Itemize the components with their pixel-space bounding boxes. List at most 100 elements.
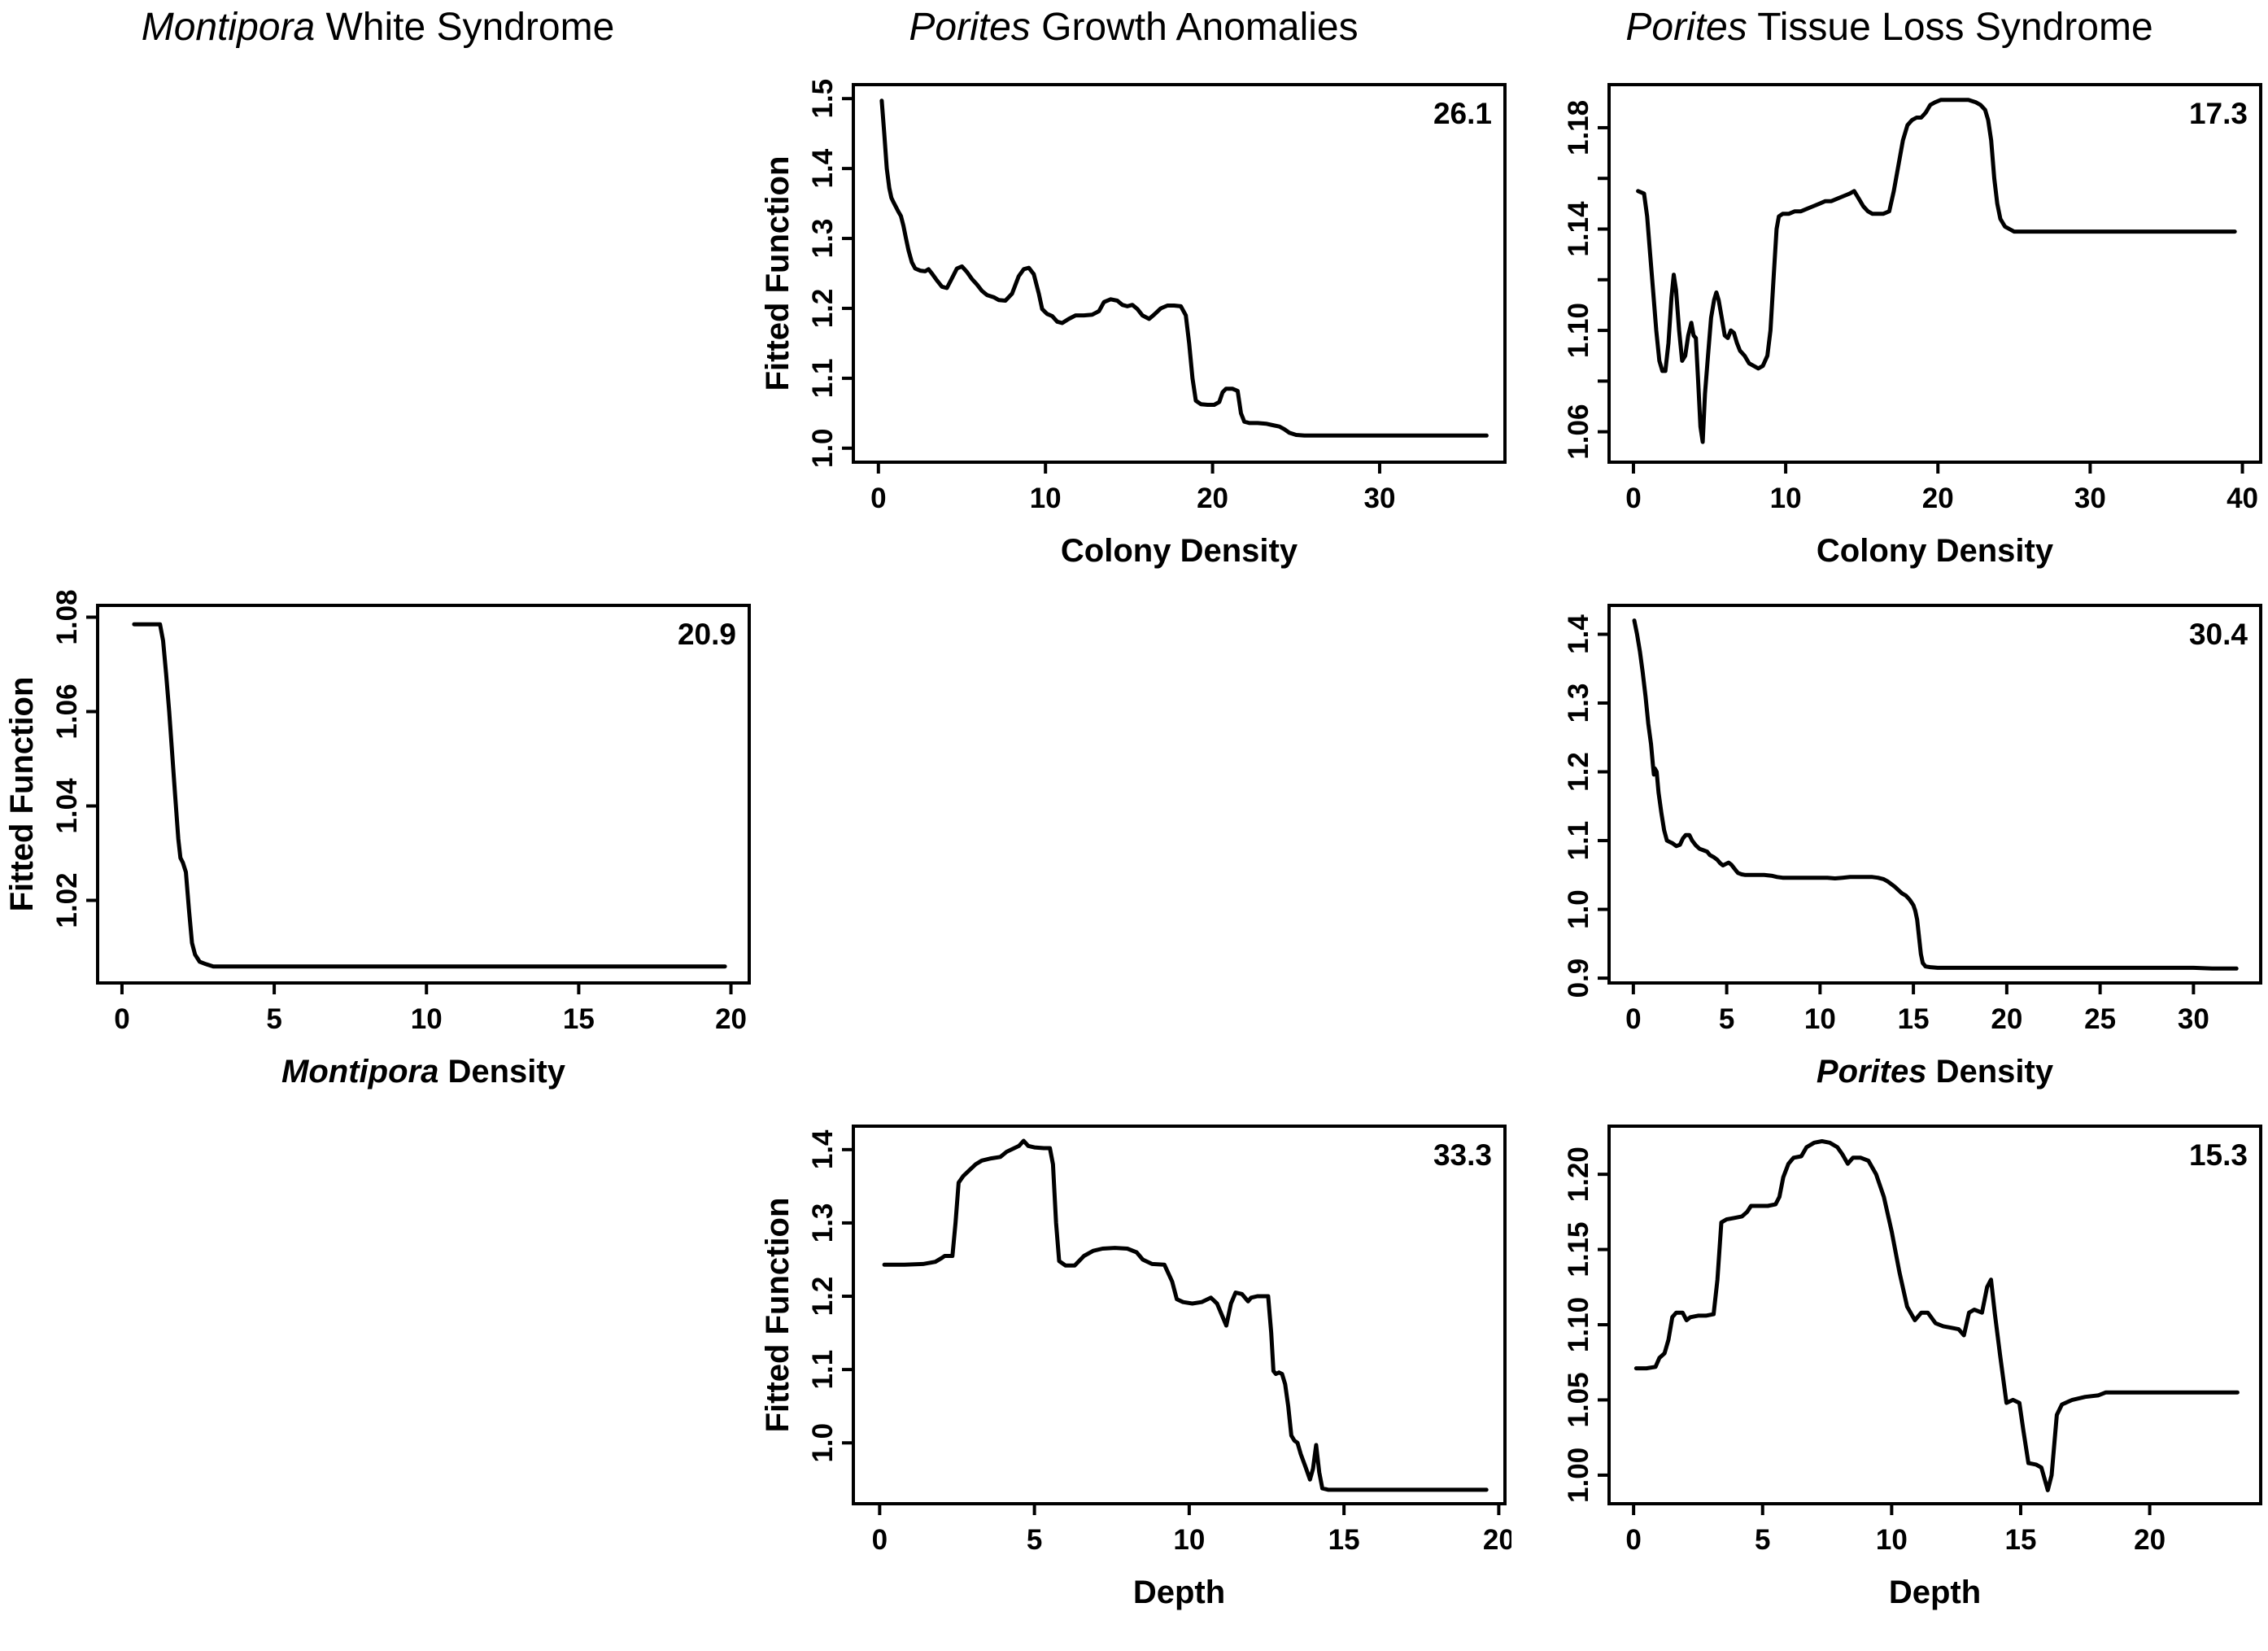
plot-box (1607, 83, 2262, 464)
x-tick-label: 30 (2074, 483, 2106, 514)
y-tick-label: 1.05 (1563, 1372, 1594, 1427)
x-axis-title: Colony Density (1817, 533, 2054, 569)
x-tick-label: 30 (1363, 483, 1395, 514)
y-tick-label: 1.1 (807, 1350, 839, 1390)
x-tick-label: 20 (1991, 1003, 2022, 1035)
corner-value-label: 33.3 (1433, 1138, 1492, 1172)
y-tick-label: 1.20 (1563, 1147, 1594, 1202)
x-tick-label: 30 (2178, 1003, 2209, 1035)
y-axis-title: Fitted Function (760, 1198, 796, 1433)
y-tick-label: 1.06 (51, 684, 83, 739)
plot-box (852, 1125, 1507, 1505)
fitted-function-curve (1636, 98, 2237, 444)
x-tick-label: 10 (1030, 483, 1062, 514)
x-tick-label: 10 (1770, 483, 1802, 514)
x-axis-title: Depth (1889, 1575, 1981, 1610)
x-tick-label: 15 (2005, 1524, 2037, 1556)
y-tick-label: 1.1 (807, 359, 839, 399)
corner-value-label: 17.3 (2189, 97, 2248, 130)
corner-value-label: 20.9 (678, 618, 736, 651)
y-tick-label: 1.3 (807, 219, 839, 259)
x-tick-label: 10 (1876, 1524, 1908, 1556)
fitted-function-curve (132, 622, 727, 969)
x-tick-label: 0 (114, 1003, 129, 1035)
y-tick-label: 1.18 (1563, 100, 1594, 155)
y-tick-label: 1.10 (1563, 1297, 1594, 1352)
fitted-function-curve (1632, 618, 2239, 971)
y-tick-label: 1.14 (1563, 201, 1594, 257)
corner-value-label: 15.3 (2189, 1138, 2248, 1172)
column-title-genus: Montipora (141, 6, 316, 49)
x-tick-label: 0 (870, 483, 886, 514)
x-axis-title: Montipora Density (281, 1054, 566, 1090)
column-title-genus: Porites (909, 6, 1031, 49)
y-tick-label: 1.1 (1563, 821, 1594, 861)
y-tick-label: 1.4 (807, 1129, 839, 1169)
x-tick-label: 20 (1922, 483, 1954, 514)
fitted-function-curve (879, 98, 1489, 438)
x-tick-label: 25 (2084, 1003, 2116, 1035)
y-tick-label: 1.4 (1563, 614, 1594, 654)
x-tick-label: 5 (1027, 1524, 1042, 1556)
x-tick-label: 20 (1197, 483, 1228, 514)
x-tick-label: 10 (1804, 1003, 1836, 1035)
y-tick-label: 1.04 (51, 778, 83, 834)
y-tick-label: 0.9 (1563, 959, 1594, 998)
panel-porites-ga-colony-density: 0 10 20 30 1.0 1.1 1.2 1.3 1.4 1.5 Colony Density F… (756, 65, 1511, 605)
x-tick-label: 10 (1173, 1524, 1205, 1556)
column-title-genus: Porites (1625, 6, 1747, 49)
x-axis-title: Colony Density (1061, 533, 1298, 569)
x-tick-label: 15 (563, 1003, 595, 1035)
chart-porites-tls-depth: 0 5 10 15 20 1.00 1.05 1.10 1.15 1.20 Depth 15.3 (1563, 1125, 2262, 1610)
x-axis-title: Depth (1133, 1575, 1225, 1610)
fitted-function-curve (882, 1138, 1489, 1492)
y-tick-label: 1.0 (1563, 889, 1594, 929)
panel-porites-tls-porites-density: 0 5 10 15 20 25 30 0.9 1.0 1.1 1.2 1.3 1.4 Porites De… (1511, 586, 2267, 1126)
x-tick-label: 15 (1328, 1524, 1360, 1556)
panel-montipora-ws-montipora-density: 0 5 10 15 20 1.02 1.04 1.06 1.08 Montipora Densit… (0, 586, 756, 1126)
y-tick-label: 1.3 (1563, 684, 1594, 723)
x-tick-label: 20 (1483, 1524, 1511, 1556)
x-tick-label: 5 (1719, 1003, 1734, 1035)
y-tick-label: 1.2 (807, 289, 839, 329)
panel-porites-tls-depth: 0 5 10 15 20 1.00 1.05 1.10 1.15 1.20 Depth 15.3 (1511, 1107, 2267, 1647)
y-tick-label: 1.2 (807, 1277, 839, 1317)
y-tick-label: 1.0 (807, 428, 839, 468)
y-tick-label: 1.15 (1563, 1222, 1594, 1278)
x-tick-label: 0 (1625, 1524, 1641, 1556)
x-tick-label: 5 (266, 1003, 281, 1035)
x-tick-label: 5 (1755, 1524, 1770, 1556)
y-tick-label: 1.02 (51, 872, 83, 928)
x-tick-label: 0 (1625, 483, 1641, 514)
chart-porites-ga-colony-density: 0 10 20 30 1.0 1.1 1.2 1.3 1.4 1.5 Colony Density F… (760, 79, 1507, 569)
y-tick-label: 1.0 (807, 1423, 839, 1463)
y-tick-label: 1.08 (51, 589, 83, 644)
column-title-rest: White Syndrome (315, 6, 615, 49)
x-tick-label: 10 (411, 1003, 443, 1035)
y-tick-label: 1.5 (807, 79, 839, 119)
fitted-function-curve (1633, 1139, 2240, 1492)
chart-montipora-ws-montipora-density: 0 5 10 15 20 1.02 1.04 1.06 1.08 Montipora Densit… (4, 589, 751, 1090)
plot-box (96, 604, 751, 985)
chart-porites-tls-colony-density: 0 10 20 30 40 1.06 1.10 1.14 1.18 Colony Density 1… (1563, 83, 2262, 569)
column-title-montipora-white-syndrome: Montipora White Syndrome (0, 5, 756, 50)
y-tick-label: 1.10 (1563, 303, 1594, 358)
plot-box (852, 83, 1507, 464)
x-tick-label: 20 (2134, 1524, 2166, 1556)
x-tick-label: 40 (2227, 483, 2258, 514)
y-tick-label: 1.2 (1563, 752, 1594, 792)
corner-value-label: 30.4 (2189, 618, 2248, 651)
y-tick-label: 1.00 (1563, 1448, 1594, 1503)
plot-box (1607, 1125, 2262, 1505)
x-tick-label: 15 (1898, 1003, 1930, 1035)
column-title-porites-tissue-loss-syndrome: Porites Tissue Loss Syndrome (1511, 5, 2267, 50)
column-title-porites-growth-anomalies: Porites Growth Anomalies (756, 5, 1511, 50)
y-axis-title: Fitted Function (760, 156, 796, 391)
chart-porites-tls-porites-density: 0 5 10 15 20 25 30 0.9 1.0 1.1 1.2 1.3 1.4 Porites De… (1563, 604, 2262, 1090)
column-title-rest: Growth Anomalies (1030, 6, 1359, 49)
y-tick-label: 1.06 (1563, 404, 1594, 460)
panel-porites-tls-colony-density: 0 10 20 30 40 1.06 1.10 1.14 1.18 Colony Density 1… (1511, 65, 2267, 605)
y-axis-title: Fitted Function (4, 677, 40, 912)
y-tick-label: 1.4 (807, 148, 839, 188)
